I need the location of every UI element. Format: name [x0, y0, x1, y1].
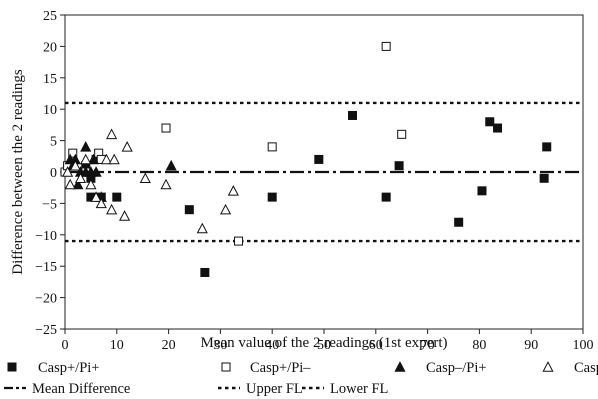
y-tick-label: 10 [43, 103, 57, 118]
x-tick-label: 90 [524, 338, 538, 353]
legend-label: Casp–/Pi– [574, 360, 598, 376]
y-tick-label: 5 [50, 135, 57, 150]
y-tick-label: 20 [43, 40, 57, 55]
data-point [235, 237, 243, 245]
legend-label: Casp+/Pi– [250, 360, 311, 376]
data-point [81, 142, 91, 151]
series-Casp+/Pi+ [82, 111, 551, 276]
data-point [201, 268, 209, 276]
data-point [348, 111, 356, 119]
data-point [107, 205, 117, 214]
y-axis-title: Difference between the 2 readings [10, 69, 26, 275]
legend-label: Casp+/Pi+ [38, 360, 99, 376]
data-point [81, 155, 91, 164]
data-point [161, 180, 171, 189]
data-point [166, 161, 176, 170]
y-tick-label: 0 [50, 166, 57, 181]
legend-label: Lower FL [330, 381, 388, 397]
data-point [382, 193, 390, 201]
x-tick-label: 10 [110, 338, 124, 353]
data-point [107, 130, 117, 139]
legend-marker-filled-triangle [395, 362, 405, 371]
data-point [540, 174, 548, 182]
legend-marker-open-triangle [543, 362, 553, 371]
data-point [315, 155, 323, 163]
y-tick-label: −15 [35, 260, 57, 275]
data-point [162, 124, 170, 132]
data-point [113, 193, 121, 201]
legend-label: Mean Difference [32, 381, 130, 397]
y-tick-label: 25 [43, 9, 57, 24]
data-point [198, 224, 208, 233]
data-point [268, 143, 276, 151]
legend-marker-filled-square [8, 363, 16, 371]
data-point [398, 130, 406, 138]
legend-label: Casp–/Pi+ [426, 360, 487, 376]
data-point [229, 186, 239, 195]
y-tick-label: −20 [35, 292, 57, 307]
y-tick-label: −25 [35, 323, 57, 338]
data-point [109, 155, 119, 164]
data-point [455, 218, 463, 226]
y-tick-label: 15 [43, 72, 57, 87]
data-point [395, 162, 403, 170]
data-point [478, 187, 486, 195]
x-tick-label: 80 [472, 338, 486, 353]
x-tick-label: 0 [62, 338, 69, 353]
data-point [141, 174, 151, 183]
data-point [382, 42, 390, 50]
data-point [486, 118, 494, 126]
data-point [543, 143, 551, 151]
legend-label: Upper FL [246, 381, 303, 397]
y-tick-label: −5 [42, 197, 57, 212]
data-point [122, 142, 132, 151]
data-point [120, 211, 130, 220]
data-point [65, 180, 75, 189]
x-tick-label: 100 [573, 338, 594, 353]
series-Casp+/Pi– [61, 42, 406, 245]
x-axis-title: Mean value of the 2 readings (1st expert… [201, 335, 448, 351]
y-tick-label: −10 [35, 229, 57, 244]
data-point [221, 205, 231, 214]
data-point [185, 206, 193, 214]
data-point [494, 124, 502, 132]
legend-marker-open-square [222, 363, 230, 371]
data-point [268, 193, 276, 201]
x-tick-label: 20 [162, 338, 176, 353]
